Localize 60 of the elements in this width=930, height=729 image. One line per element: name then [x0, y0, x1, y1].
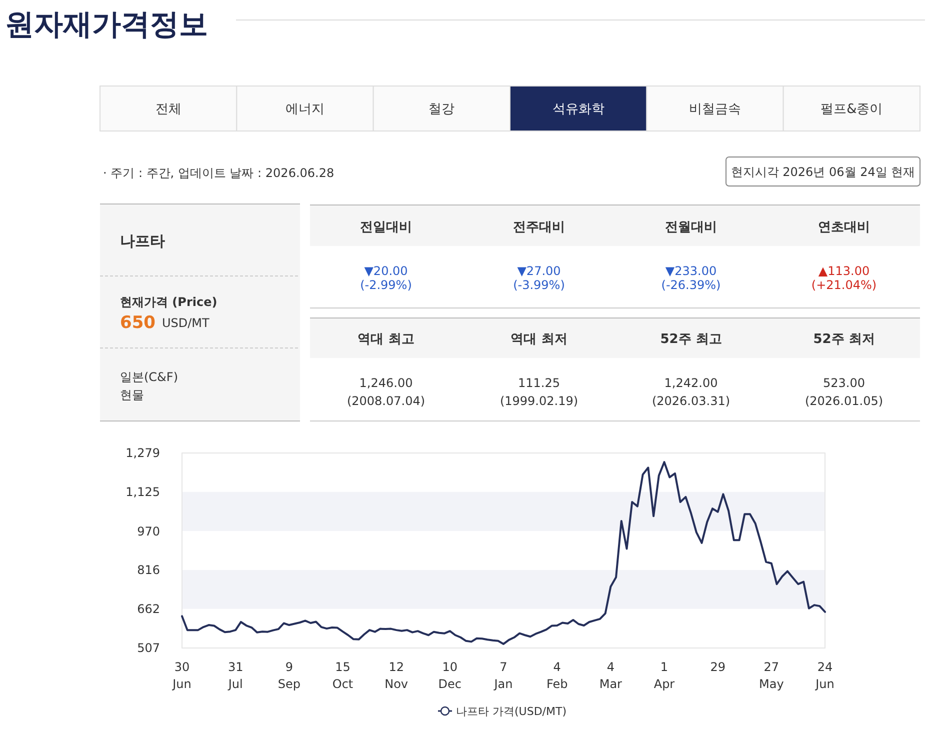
- text: (1999.02.19): [500, 394, 578, 408]
- text: 철강: [428, 102, 455, 117]
- text: 52주 최고: [660, 332, 722, 347]
- x-tick-label: 4 Feb: [546, 660, 568, 691]
- y-tick-label: 970: [137, 524, 160, 538]
- x-tick-label: 9 Sep: [278, 660, 300, 691]
- text: 111.25: [518, 376, 560, 390]
- text: 전주대비: [513, 220, 565, 235]
- text: 현물: [120, 388, 144, 402]
- text: (-26.39%): [661, 278, 721, 292]
- legend-label: 나프타 가격(USD/MT): [456, 704, 566, 718]
- x-tick-label: 10 Dec: [438, 660, 462, 691]
- text: ▼233.00: [665, 264, 717, 278]
- text: ▼27.00: [517, 264, 561, 278]
- y-tick-label: 1,125: [126, 485, 160, 500]
- text: 연초대비: [818, 220, 870, 235]
- x-tick-label: 7 Jan: [493, 660, 513, 691]
- text: · 주기 : 주간, 업데이트 날짜 : 2026.06.28: [103, 166, 334, 180]
- text: 나프타: [120, 232, 165, 250]
- text: 1,246.00: [359, 376, 413, 390]
- text: 역대 최고: [358, 332, 414, 347]
- text: USD/MT: [162, 316, 210, 330]
- text: (-3.99%): [513, 278, 565, 292]
- text: 1,242.00: [664, 376, 718, 390]
- text: 523.00: [823, 376, 865, 390]
- text: 에너지: [286, 102, 324, 117]
- x-tick-label: 31 Jul: [227, 660, 244, 691]
- text: 원자재가격정보: [5, 7, 208, 41]
- x-tick-label: 4 Mar: [599, 660, 622, 691]
- text: ▼20.00: [364, 264, 408, 278]
- text: 펄프&종이: [820, 102, 883, 117]
- text: (2008.07.04): [346, 394, 426, 408]
- x-tick-label: 30 Jun: [172, 660, 192, 691]
- text: 역대 최저: [510, 332, 568, 347]
- text: 현지시각 2026년 06월 24일 현재: [730, 165, 916, 179]
- text: 전일대비: [360, 220, 412, 235]
- x-tick-label: 15 Oct: [332, 660, 354, 691]
- text: (2026.01.05): [804, 394, 884, 408]
- text: 일본(C&F): [120, 370, 178, 384]
- y-tick-label: 816: [137, 563, 160, 578]
- x-tick-label: 1 Apr: [654, 660, 675, 691]
- text: (2026.03.31): [652, 394, 730, 408]
- x-tick-label: 29: [710, 660, 726, 674]
- y-tick-label: 662: [137, 602, 160, 616]
- text: 650: [120, 313, 156, 333]
- text: (-2.99%): [360, 278, 412, 292]
- y-tick-label: 507: [137, 641, 160, 656]
- text: 52주 최저: [813, 332, 875, 347]
- text: 전체: [155, 102, 182, 117]
- text: (+21.04%): [811, 278, 877, 292]
- text: 전월대비: [665, 220, 717, 235]
- text: ▲113.00: [818, 264, 870, 278]
- text: 석유화학: [552, 102, 604, 117]
- x-tick-label: 12 Nov: [384, 660, 408, 691]
- x-tick-label: 27 May: [759, 660, 784, 691]
- y-tick-label: 1,279: [126, 446, 160, 460]
- x-tick-label: 24 Jun: [814, 660, 834, 691]
- text: 현재가격 (Price): [120, 295, 218, 309]
- line-series: [181, 461, 826, 645]
- text: 비철금속: [689, 102, 741, 117]
